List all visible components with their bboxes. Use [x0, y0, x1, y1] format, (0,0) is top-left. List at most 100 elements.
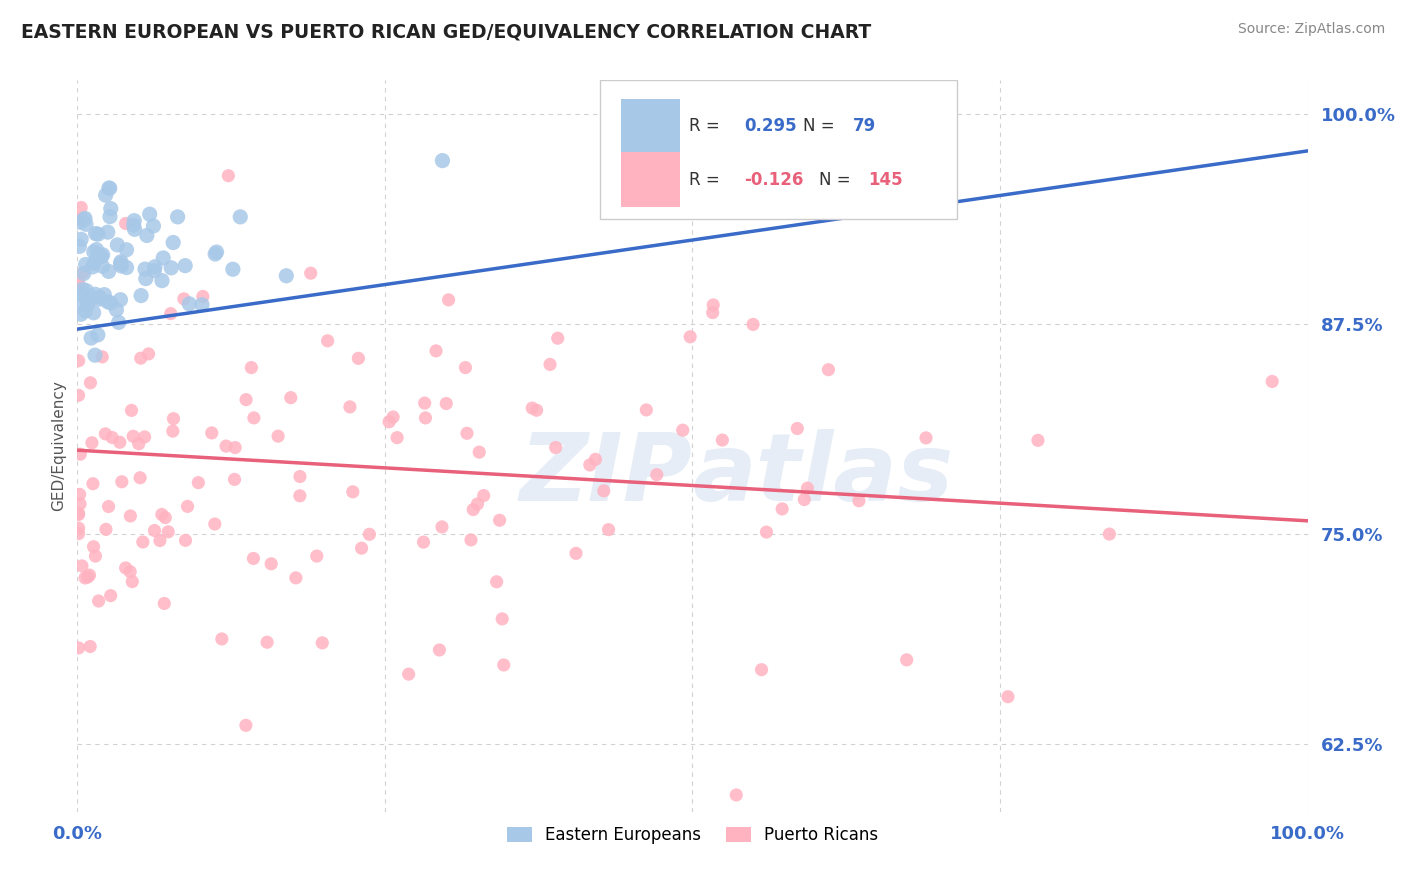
- Point: [82, 476, 104, 491]
- Point: [67, 521, 90, 535]
- Point: [110, 259, 132, 273]
- Point: [460, 533, 482, 547]
- Point: [100, 202, 122, 216]
- Text: 0.295: 0.295: [744, 118, 797, 136]
- Point: [538, 358, 561, 372]
- Point: [129, 288, 152, 302]
- Point: [84, 549, 107, 563]
- Point: [82, 260, 104, 274]
- Point: [67, 211, 90, 226]
- Point: [124, 222, 146, 236]
- Point: [111, 475, 134, 489]
- Point: [817, 362, 839, 376]
- Point: [67, 353, 90, 368]
- Point: [100, 296, 122, 310]
- Point: [398, 667, 420, 681]
- Point: [110, 293, 132, 307]
- Point: [598, 523, 620, 537]
- Point: [997, 690, 1019, 704]
- Point: [267, 429, 290, 443]
- Point: [702, 305, 724, 319]
- Point: [91, 350, 114, 364]
- Point: [1026, 434, 1049, 448]
- Point: [468, 445, 491, 459]
- Point: [83, 256, 105, 270]
- Point: [128, 437, 150, 451]
- Point: [138, 207, 160, 221]
- Point: [472, 489, 495, 503]
- Point: [122, 218, 145, 232]
- Point: [107, 315, 129, 329]
- Text: -0.126: -0.126: [744, 170, 803, 189]
- Point: [143, 260, 166, 274]
- Point: [463, 502, 485, 516]
- Point: [235, 392, 257, 407]
- Point: [86, 243, 108, 257]
- Point: [316, 334, 339, 348]
- Point: [120, 508, 142, 523]
- Point: [75, 217, 97, 231]
- Point: [347, 351, 370, 366]
- Point: [160, 260, 183, 275]
- Point: [90, 250, 112, 264]
- Point: [152, 251, 174, 265]
- Point: [105, 302, 128, 317]
- Point: [67, 388, 90, 402]
- Point: [83, 244, 105, 259]
- Point: [73, 212, 96, 227]
- Point: [97, 500, 120, 514]
- Point: [173, 292, 195, 306]
- Point: [70, 232, 93, 246]
- Point: [80, 435, 103, 450]
- Point: [67, 526, 90, 541]
- Point: [69, 487, 91, 501]
- Text: R =: R =: [689, 170, 724, 189]
- Point: [155, 510, 177, 524]
- Point: [159, 307, 181, 321]
- Point: [276, 268, 298, 283]
- Point: [69, 215, 91, 229]
- Point: [260, 557, 283, 571]
- Point: [204, 516, 226, 531]
- Point: [97, 264, 120, 278]
- Point: [224, 472, 246, 486]
- Point: [89, 249, 111, 263]
- Point: [129, 351, 152, 366]
- Point: [359, 527, 381, 541]
- Point: [75, 571, 97, 585]
- Point: [157, 524, 180, 539]
- Point: [110, 254, 132, 268]
- Point: [143, 524, 166, 538]
- Point: [174, 259, 197, 273]
- Point: [425, 343, 447, 358]
- Point: [284, 571, 307, 585]
- Point: [72, 266, 94, 280]
- Point: [672, 423, 695, 437]
- Point: [134, 430, 156, 444]
- Point: [770, 502, 793, 516]
- Point: [796, 481, 818, 495]
- Point: [522, 401, 544, 415]
- Text: Source: ZipAtlas.com: Source: ZipAtlas.com: [1237, 22, 1385, 37]
- Point: [84, 287, 107, 301]
- Point: [786, 421, 808, 435]
- Point: [114, 217, 136, 231]
- Text: 145: 145: [869, 170, 903, 189]
- Point: [205, 245, 228, 260]
- Point: [150, 274, 173, 288]
- Point: [115, 260, 138, 275]
- Point: [592, 483, 614, 498]
- Point: [86, 252, 108, 266]
- Point: [120, 565, 142, 579]
- Point: [72, 282, 94, 296]
- Point: [70, 201, 93, 215]
- Text: ZIP: ZIP: [520, 429, 693, 521]
- Point: [224, 441, 246, 455]
- Point: [243, 410, 266, 425]
- Point: [229, 210, 252, 224]
- Point: [75, 284, 97, 298]
- Point: [80, 331, 103, 345]
- Point: [100, 589, 122, 603]
- Point: [97, 225, 120, 239]
- Point: [94, 426, 117, 441]
